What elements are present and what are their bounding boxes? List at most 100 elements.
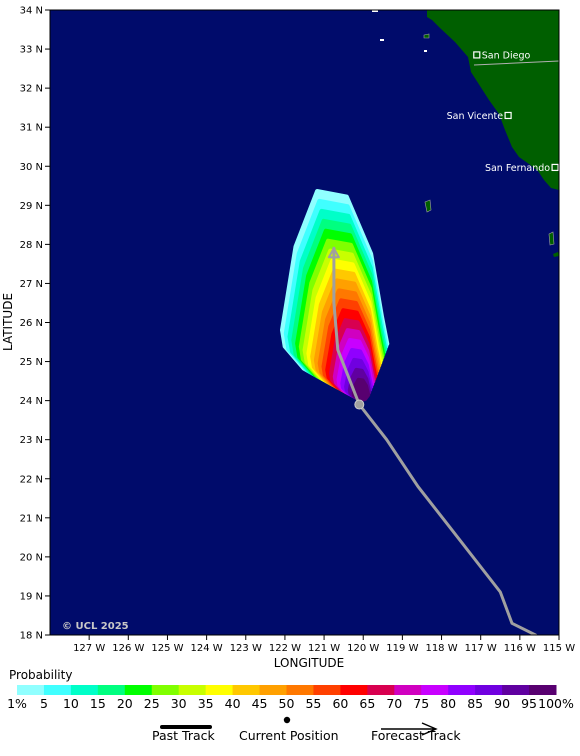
lon-tick-label: 116 W	[504, 643, 536, 654]
city-layer: San Diego San Vicente San Fernando	[447, 50, 559, 174]
us-mexico-border	[473, 60, 559, 66]
legend-label: 20	[117, 696, 133, 711]
legend-swatch	[448, 685, 476, 695]
legend-swatch	[97, 685, 126, 695]
city-marker	[504, 111, 512, 120]
island	[423, 33, 430, 39]
legend-swatch	[124, 685, 153, 695]
forecast-track-key-label: Forecast Track	[371, 728, 461, 743]
legend-swatch	[205, 685, 234, 695]
lat-tick-label: 19 N	[20, 591, 43, 602]
lat-tick-label: 18 N	[20, 631, 43, 642]
lat-tick-label: 24 N	[20, 396, 43, 407]
current-position-key-dot	[283, 716, 291, 724]
legend-label: 80	[440, 696, 456, 711]
lon-tick-label: 117 W	[465, 643, 497, 654]
legend-label: 65	[359, 696, 375, 711]
legend-swatch	[259, 685, 287, 695]
current-position-marker	[354, 399, 365, 410]
forecast-track-line	[332, 246, 537, 635]
legend-label: 70	[386, 696, 402, 711]
lat-tick-label: 32 N	[20, 84, 43, 95]
legend-label: 50	[279, 696, 295, 711]
past-track-key-label: Past Track	[152, 728, 215, 743]
island	[553, 252, 559, 257]
lat-tick-label: 34 N	[20, 6, 43, 17]
latitude-axis: 34 N 33 N 32 N 31 N 30 N 29 N 28 N 27 N 26 N 25 N…	[20, 6, 50, 642]
forecast-arrow-head	[327, 247, 340, 259]
legend-swatch	[502, 685, 530, 695]
lon-tick-label: 124 W	[191, 643, 223, 654]
lon-tick-label: 123 W	[230, 643, 262, 654]
lat-tick-label: 29 N	[20, 201, 43, 212]
probability-legend-bar	[17, 685, 557, 695]
city-label: San Fernando	[485, 163, 550, 174]
lon-tick-label: 121 W	[308, 643, 340, 654]
city-marker	[473, 51, 481, 59]
legend-label: 95	[521, 696, 537, 711]
legend-label: 30	[171, 696, 187, 711]
legend-label: 35	[198, 696, 214, 711]
legend-swatch	[70, 685, 99, 695]
current-position-key-label: Current Position	[239, 728, 339, 743]
lat-tick-label: 33 N	[20, 45, 43, 56]
legend-swatch	[313, 685, 341, 695]
lon-tick-label: 126 W	[112, 643, 144, 654]
city-label: San Vicente	[447, 111, 504, 122]
legend-swatch	[340, 685, 368, 695]
probability-field	[280, 189, 390, 402]
island	[372, 10, 378, 12]
probability-legend-labels: 1% 5 10 15 20 25 30 35 40 45 50 55 60 65 70 75 80 85 90 95 1…	[7, 696, 574, 711]
longitude-axis: 127 W 126 W 125 W 124 W 123 W 122 W 121 W 120 W…	[73, 635, 575, 654]
legend-label: 90	[494, 696, 510, 711]
lat-tick-label: 31 N	[20, 123, 43, 134]
legend-label: 45	[252, 696, 268, 711]
lon-tick-label: 118 W	[425, 643, 457, 654]
lat-tick-label: 23 N	[20, 435, 43, 446]
city-marker	[551, 163, 559, 172]
legend-title: Probability	[9, 668, 73, 682]
lat-tick-label: 20 N	[20, 552, 43, 563]
copyright-credit: © UCL 2025	[62, 621, 129, 632]
lon-tick-label: 119 W	[386, 643, 418, 654]
city-label: San Diego	[482, 50, 531, 61]
legend-swatch	[232, 685, 261, 695]
legend-swatch	[286, 685, 314, 695]
legend-label: 75	[413, 696, 429, 711]
lat-tick-label: 21 N	[20, 513, 43, 524]
lat-tick-label: 26 N	[20, 318, 43, 329]
legend-swatch	[529, 685, 557, 695]
island	[424, 199, 432, 213]
legend-label: 55	[305, 696, 321, 711]
lat-tick-label: 27 N	[20, 279, 43, 290]
island	[424, 50, 427, 52]
lon-tick-label: 120 W	[347, 643, 379, 654]
lon-tick-label: 115 W	[543, 643, 575, 654]
legend-swatch	[475, 685, 503, 695]
legend-swatch	[43, 685, 72, 695]
legend-label: 40	[225, 696, 241, 711]
legend-label: 1%	[7, 696, 27, 711]
legend-swatch	[421, 685, 449, 695]
legend-swatch	[394, 685, 422, 695]
legend-label: 10	[63, 696, 79, 711]
lon-tick-label: 122 W	[269, 643, 301, 654]
baja-california-land	[427, 10, 559, 190]
legend-label: 100%	[538, 696, 574, 711]
island	[548, 231, 555, 246]
lat-tick-label: 28 N	[20, 240, 43, 251]
x-axis-title: LONGITUDE	[274, 656, 344, 670]
island	[380, 39, 384, 41]
legend-label: 5	[40, 696, 48, 711]
lat-tick-label: 22 N	[20, 474, 43, 485]
y-axis-title: LATITUDE	[1, 293, 15, 351]
legend-label: 85	[467, 696, 483, 711]
legend-swatch	[367, 685, 395, 695]
legend-swatch	[151, 685, 180, 695]
legend-label: 25	[144, 696, 160, 711]
lon-tick-label: 125 W	[151, 643, 183, 654]
lat-tick-label: 25 N	[20, 357, 43, 368]
legend-swatch	[17, 685, 45, 695]
legend-swatch	[178, 685, 207, 695]
